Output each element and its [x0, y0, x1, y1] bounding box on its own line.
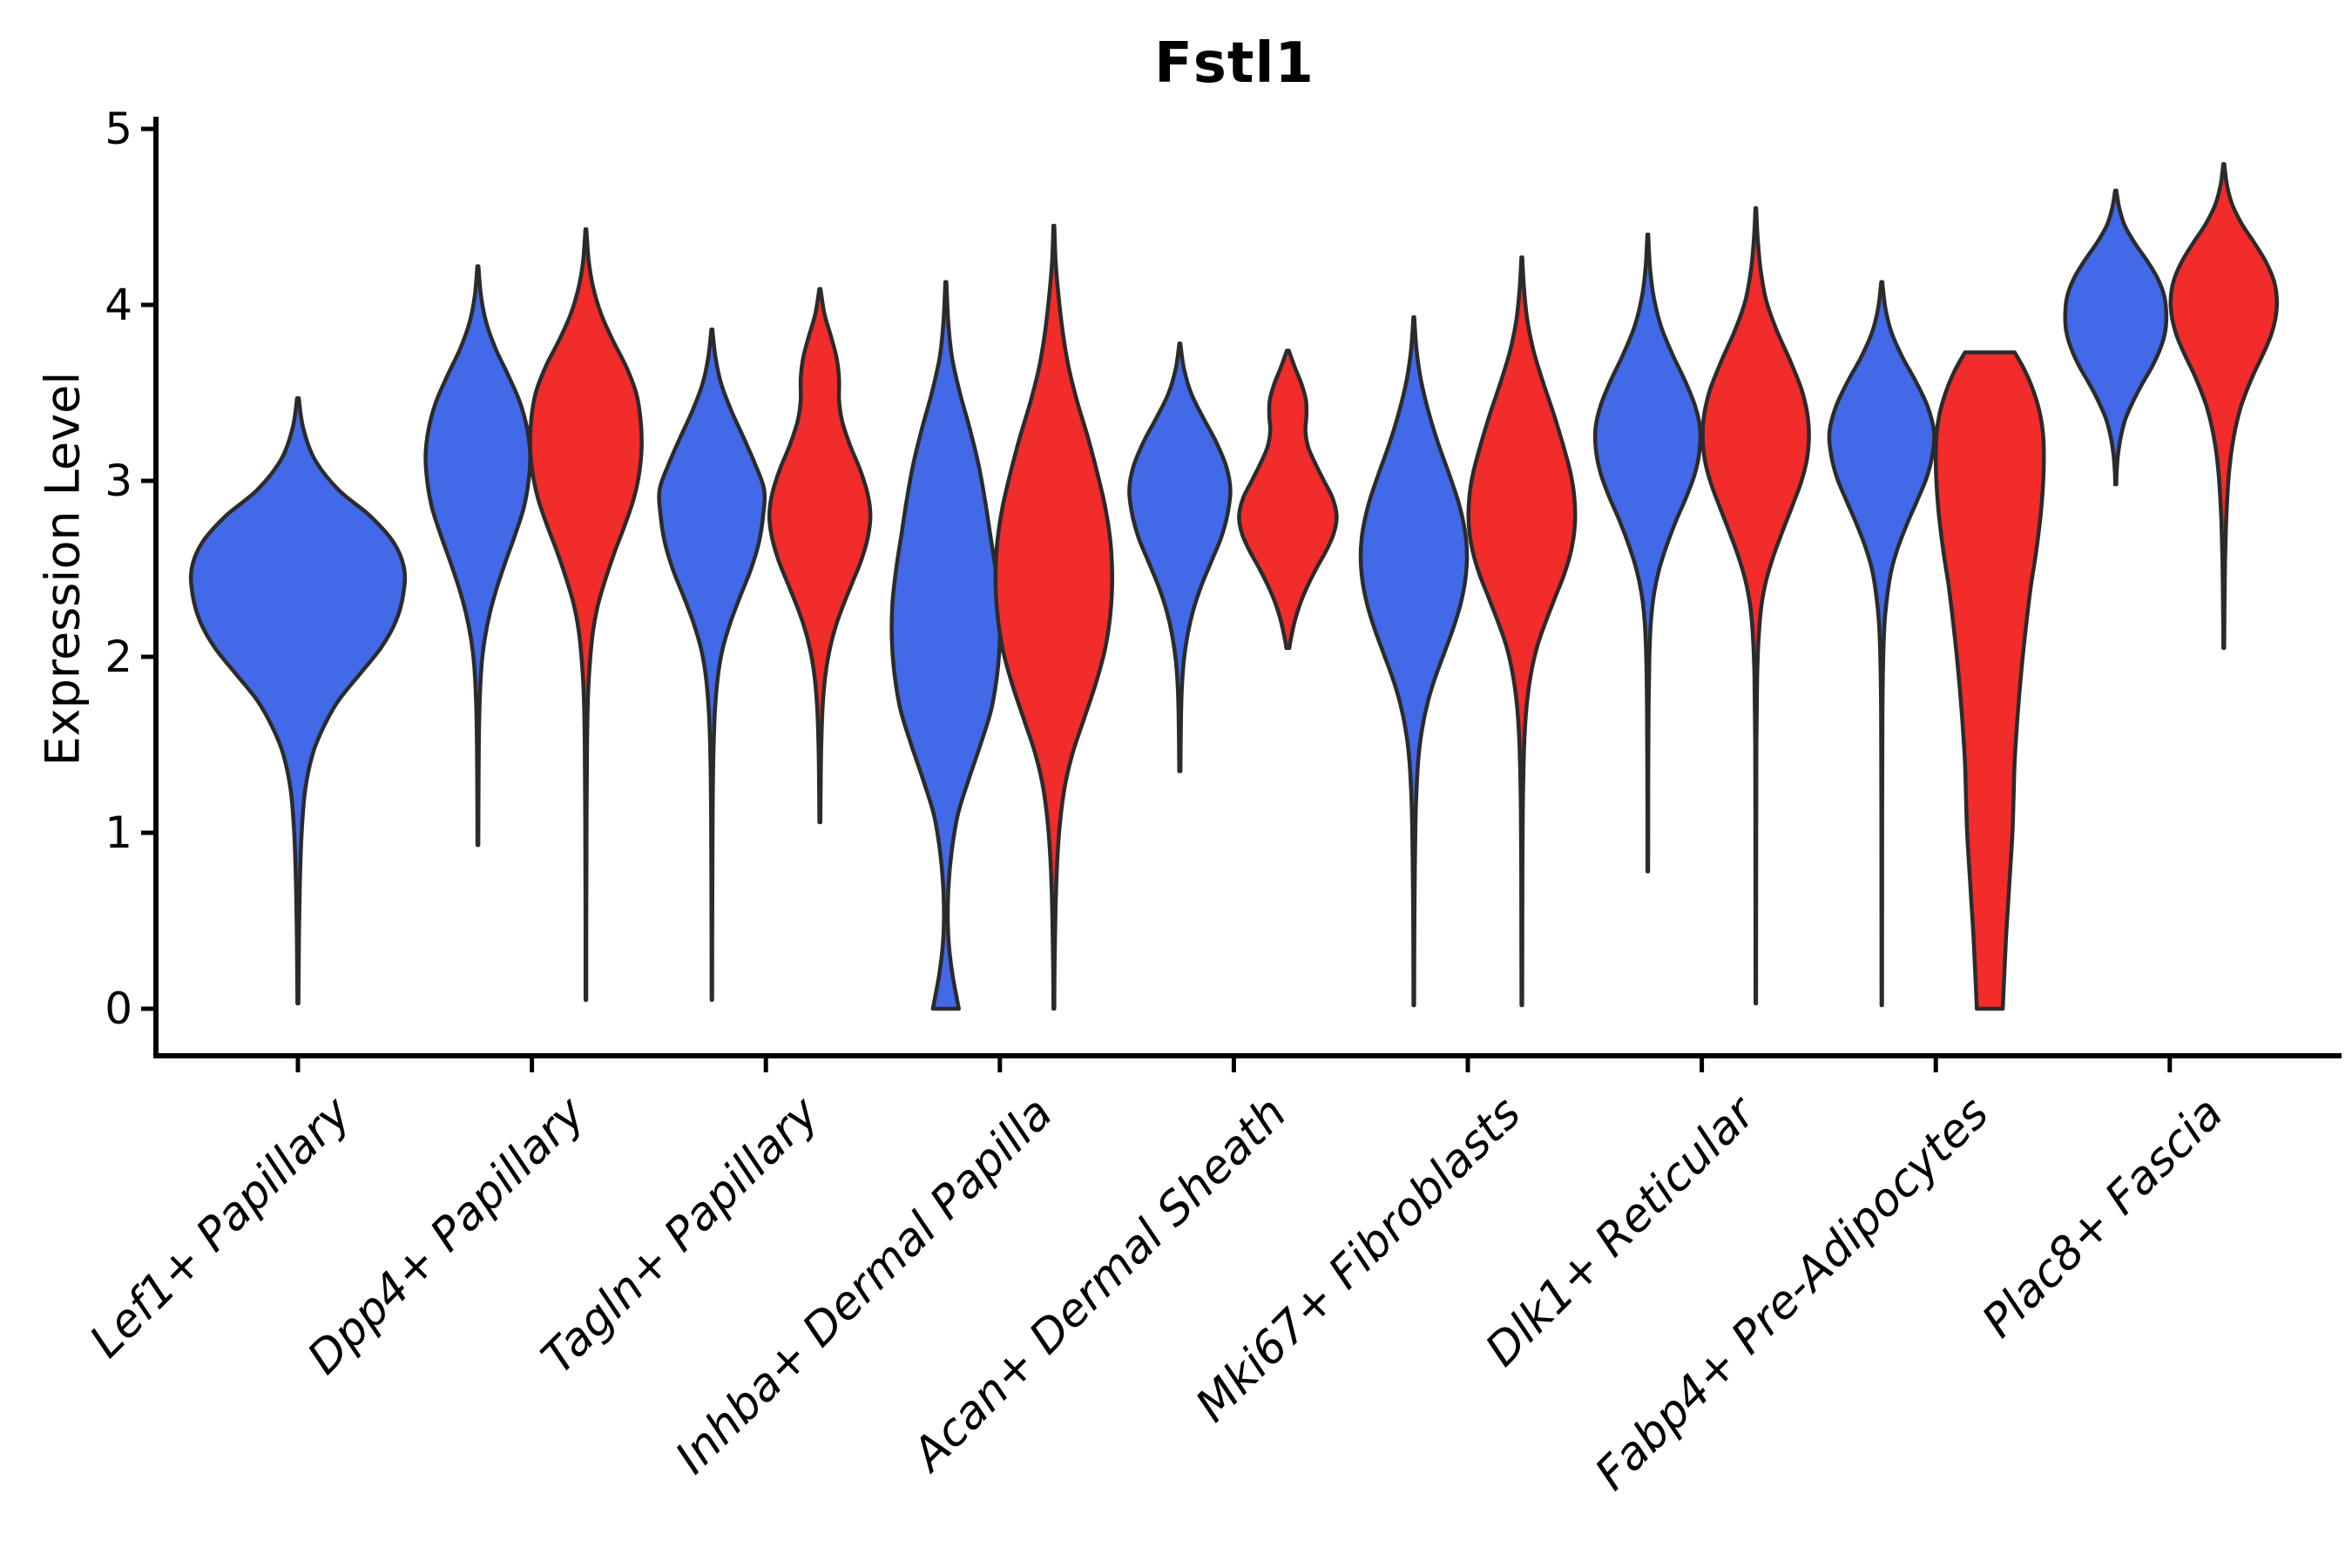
- violin-blue-lef1-papillary: [188, 395, 408, 1006]
- violin-blue-inhba-dermal-papilla: [889, 280, 1003, 1011]
- violin-red-tagln-papillary: [767, 287, 873, 825]
- violin-red-plac8-fascia: [2168, 162, 2280, 651]
- violin-blue-mki67-fibroblasts: [1358, 314, 1470, 1008]
- y-tick-label-3: 3: [105, 456, 132, 506]
- violin-red-dpp4-papillary: [528, 226, 644, 1003]
- violin-blue-acan-dermal-sheath: [1127, 341, 1233, 774]
- violin-blue-dpp4-papillary: [423, 264, 532, 848]
- violin-red-mki67-fibroblasts: [1466, 255, 1578, 1008]
- chart-title: Fstl1: [1154, 31, 1315, 96]
- y-tick-label-2: 2: [105, 632, 132, 682]
- y-tick-label-4: 4: [105, 280, 132, 330]
- violin-red-fabp4-pre-adipocytes: [1933, 350, 2046, 1011]
- violin-red-inhba-dermal-papilla: [993, 223, 1115, 1011]
- violin-red-dlk1-reticular: [1700, 206, 1811, 1006]
- violin-blue-tagln-papillary: [657, 328, 767, 1003]
- violin-blue-plac8-fascia: [2063, 188, 2169, 487]
- y-tick-label-1: 1: [105, 808, 132, 858]
- violin-red-acan-dermal-sheath: [1237, 348, 1339, 651]
- violin-blue-dlk1-reticular: [1592, 232, 1703, 874]
- y-tick-label-0: 0: [105, 983, 132, 1034]
- violin-blue-fabp4-pre-adipocytes: [1827, 280, 1936, 1008]
- y-tick-label-5: 5: [105, 104, 132, 154]
